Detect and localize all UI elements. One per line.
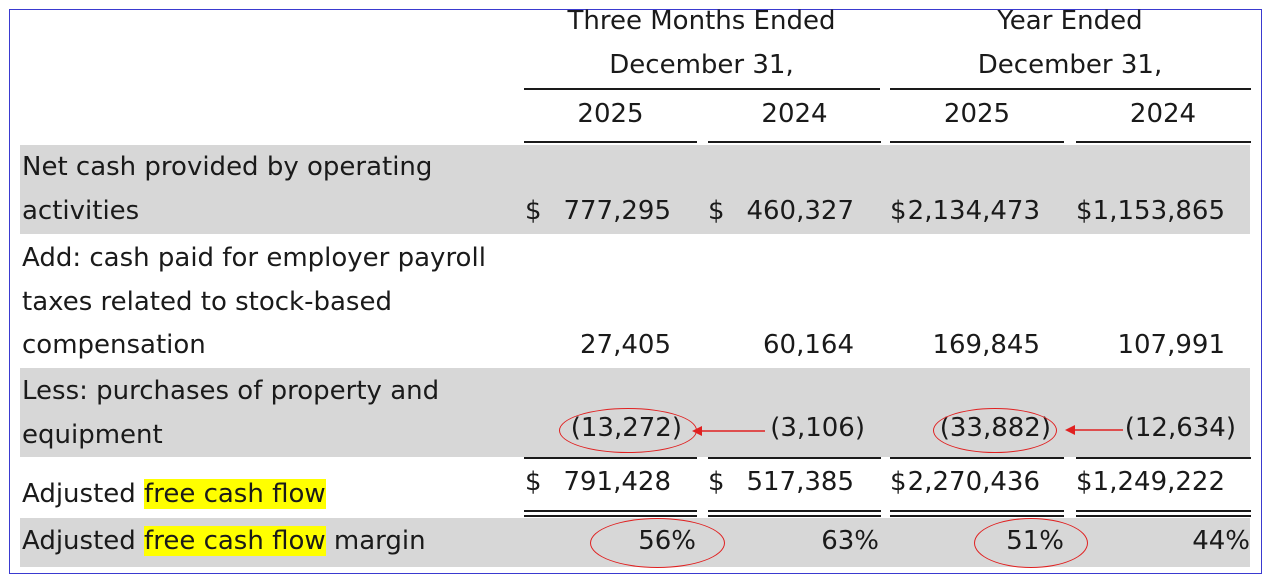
annotation-oval-purchases-q2025 (559, 408, 697, 453)
total-double-rule-3b (890, 515, 1064, 517)
row-purchases-label-line1: Less: purchases of property and (22, 376, 440, 406)
year-rule-1 (524, 141, 697, 143)
annotation-oval-margin-y2025 (974, 518, 1088, 568)
row-operating-value-y2024: 1,153,865 (1092, 196, 1225, 226)
row-fcf-value-q2025: 791,428 (563, 467, 671, 497)
year-rule-3 (890, 141, 1064, 143)
header-rule-three-months (524, 88, 880, 90)
header-year-q-2024: 2024 (761, 99, 828, 129)
currency-symbol: $ (1076, 196, 1093, 226)
header-year-y-2025: 2025 (943, 99, 1011, 129)
row-add-label-line2: taxes related to stock-based (22, 287, 392, 317)
row-operating-value-q2025: 777,295 (563, 196, 671, 226)
currency-symbol: $ (708, 467, 725, 497)
currency-symbol: $ (890, 467, 907, 497)
subtotal-rule-4 (1076, 457, 1251, 459)
row-margin-label-prefix: Adjusted (22, 526, 145, 556)
header-year-ended-line2: December 31, (977, 50, 1163, 80)
total-double-rule-3a (890, 510, 1064, 512)
table-frame (9, 9, 1262, 574)
total-double-rule-1a (524, 510, 697, 512)
currency-symbol: $ (1076, 467, 1093, 497)
row-fcf-label-highlight: free cash flow (144, 479, 326, 509)
header-three-months-line2: December 31, (609, 50, 794, 80)
row-margin-value-y2024: 44% (1192, 526, 1250, 556)
row-band-operating (20, 145, 1250, 234)
header-year-q-2025: 2025 (577, 99, 644, 129)
row-margin-label: Adjusted free cash flow margin (22, 520, 426, 563)
row-margin-label-suffix: margin (325, 526, 426, 556)
total-double-rule-4a (1076, 510, 1251, 512)
header-three-months-line1: Three Months Ended (567, 6, 836, 36)
row-add-value-y2025: 169,845 (932, 330, 1040, 360)
row-add-value-q2024: 60,164 (763, 330, 854, 360)
year-rule-4 (1076, 141, 1251, 143)
year-rule-2 (708, 141, 881, 143)
subtotal-rule-2 (708, 457, 881, 459)
currency-symbol: $ (890, 196, 907, 226)
row-add-label-line1: Add: cash paid for employer payroll (22, 243, 486, 273)
subtotal-rule-3 (890, 457, 1064, 459)
row-operating-label-line2: activities (22, 196, 140, 226)
header-year-ended-line1: Year Ended (997, 6, 1143, 36)
header-rule-year-ended (890, 88, 1251, 90)
annotation-oval-purchases-y2025 (933, 408, 1057, 453)
row-margin-label-highlight: free cash flow (144, 526, 326, 556)
row-margin-value-q2024: 63% (821, 526, 879, 556)
row-purchases-label-line2: equipment (22, 420, 163, 450)
row-purchases-value-q2024: (3,106) (770, 413, 865, 443)
row-add-label-line3: compensation (22, 330, 206, 360)
row-operating-value-q2024: 460,327 (746, 196, 854, 226)
annotation-oval-margin-q2025 (590, 518, 725, 568)
total-double-rule-2b (708, 515, 881, 517)
row-fcf-value-q2024: 517,385 (746, 467, 854, 497)
currency-symbol: $ (525, 467, 542, 497)
row-fcf-value-y2025: 2,270,436 (907, 467, 1040, 497)
row-add-value-y2024: 107,991 (1117, 330, 1225, 360)
header-year-y-2024: 2024 (1129, 99, 1197, 129)
row-operating-label-line1: Net cash provided by operating (22, 152, 433, 182)
row-fcf-label: Adjusted free cash flow (22, 473, 326, 516)
currency-symbol: $ (525, 196, 542, 226)
row-add-value-q2025: 27,405 (580, 330, 671, 360)
row-fcf-label-prefix: Adjusted (22, 479, 145, 509)
currency-symbol: $ (708, 196, 725, 226)
row-operating-value-y2025: 2,134,473 (907, 196, 1040, 226)
total-double-rule-2a (708, 510, 881, 512)
row-fcf-value-y2024: 1,249,222 (1092, 467, 1225, 497)
subtotal-rule-1 (524, 457, 697, 459)
total-double-rule-1b (524, 515, 697, 517)
row-purchases-value-y2024: (12,634) (1124, 413, 1236, 443)
total-double-rule-4b (1076, 515, 1251, 517)
